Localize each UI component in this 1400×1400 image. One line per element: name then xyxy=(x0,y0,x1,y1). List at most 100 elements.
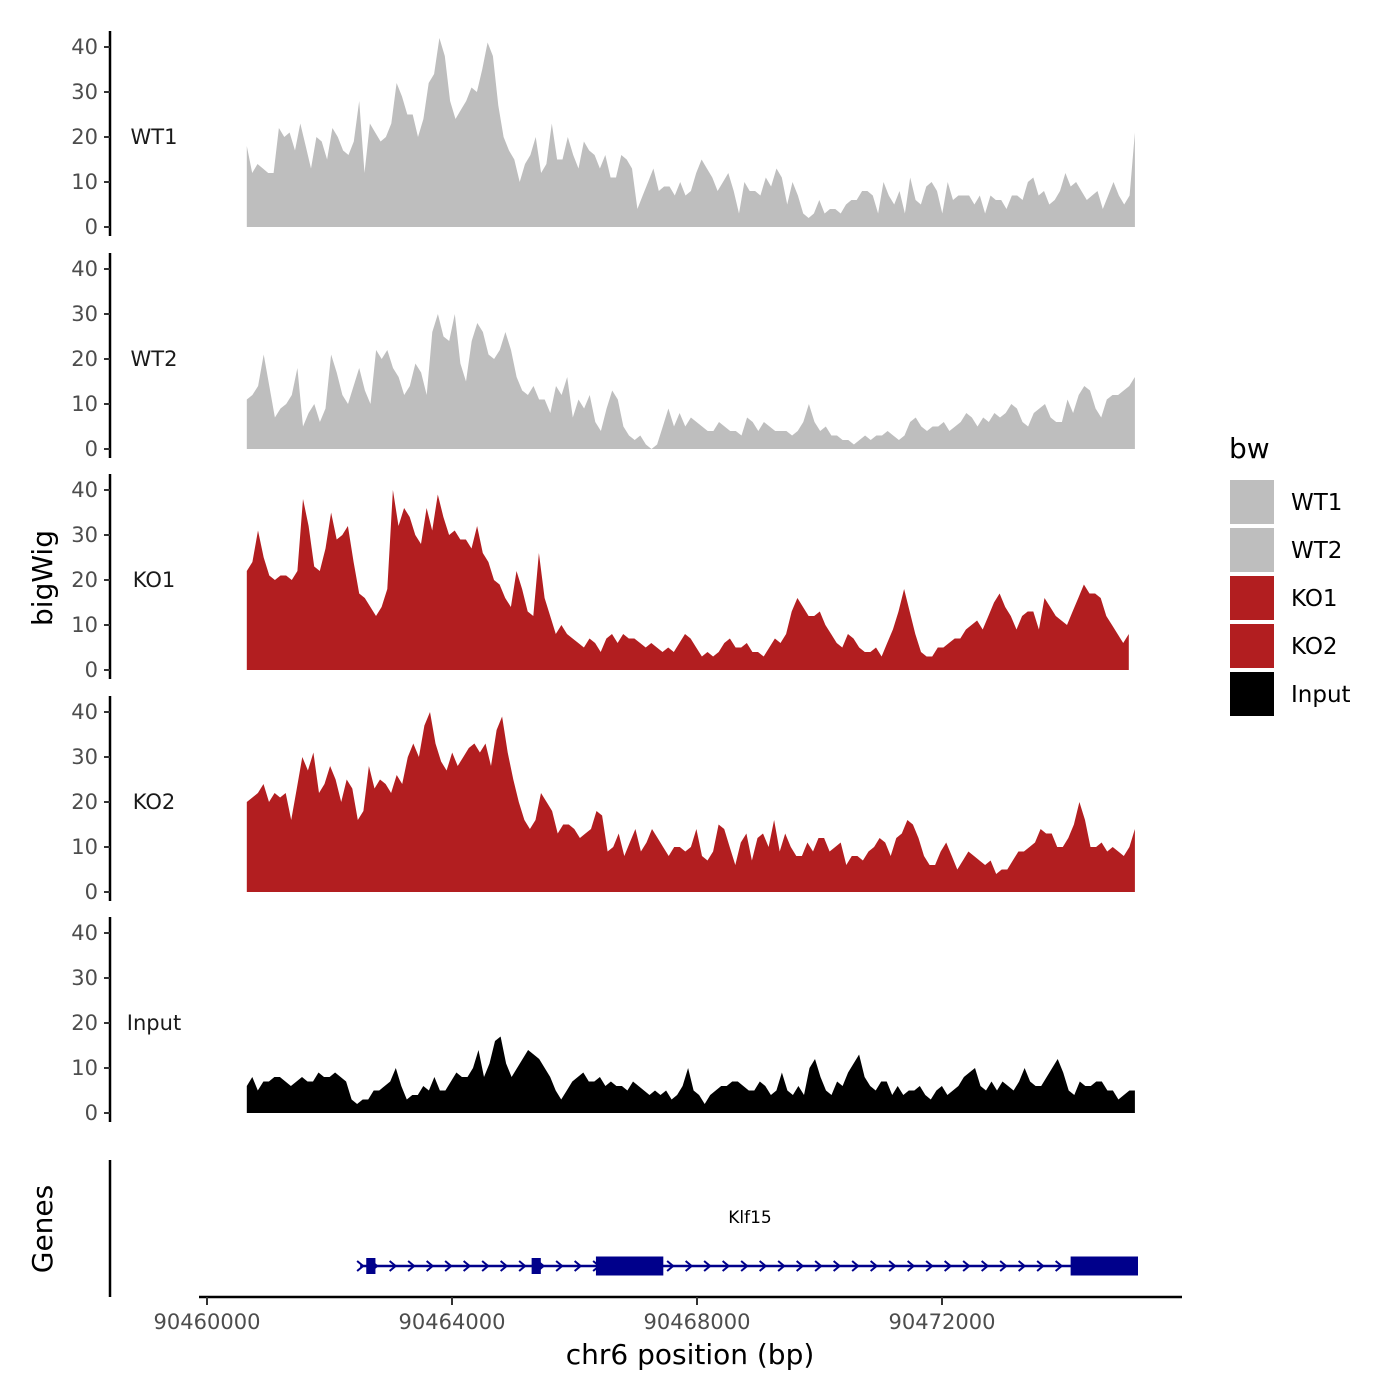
strand-arrow xyxy=(795,1260,805,1272)
legend-item-wt1: WT1 xyxy=(1230,480,1342,524)
strand-arrow xyxy=(721,1260,731,1272)
panel-label-wt2: WT2 xyxy=(131,347,178,371)
panel-label-input: Input xyxy=(127,1011,181,1035)
legend: bw WT1 WT2 KO1 KO2 Input xyxy=(1229,432,1351,716)
legend-key-swatch xyxy=(1230,528,1274,572)
strand-arrow xyxy=(869,1260,879,1272)
strand-arrow xyxy=(888,1260,897,1272)
panel-input: 0 10 20 30 40 Input xyxy=(71,917,1135,1125)
y-tick-label: 40 xyxy=(71,478,98,502)
gene-exon xyxy=(595,1256,664,1276)
panel-ko1: 0 10 20 30 40 KO1 xyxy=(71,474,1129,682)
panel-wt1: 0 10 20 30 40 WT1 xyxy=(71,31,1135,239)
strand-arrow xyxy=(925,1260,934,1272)
strand-arrow xyxy=(555,1260,564,1272)
strand-arrow xyxy=(1036,1260,1045,1272)
strand-arrow xyxy=(758,1260,768,1272)
strand-arrow xyxy=(962,1260,971,1272)
strand-arrow xyxy=(462,1260,472,1272)
y-tick-label: 10 xyxy=(71,1056,98,1080)
y-tick-label: 20 xyxy=(71,568,98,592)
legend-item-ko2: KO2 xyxy=(1230,624,1338,668)
legend-key-swatch xyxy=(1230,624,1274,668)
strand-arrow xyxy=(356,1260,365,1272)
x-axis-title: chr6 position (bp) xyxy=(566,1338,815,1371)
y-axis-title: bigWig xyxy=(26,530,59,626)
strand-arrow xyxy=(1054,1260,1064,1272)
strand-arrow xyxy=(666,1260,675,1272)
strand-arrow xyxy=(814,1260,823,1272)
strand-arrow xyxy=(573,1260,583,1272)
strand-arrow xyxy=(481,1260,490,1272)
panel-label-ko1: KO1 xyxy=(133,568,176,592)
area-ko2 xyxy=(246,712,1135,892)
legend-item-ko1: KO1 xyxy=(1230,576,1338,620)
x-tick-label: 90464000 xyxy=(399,1310,506,1334)
strand-arrow xyxy=(388,1260,398,1272)
area-ko1 xyxy=(246,490,1129,670)
legend-label: WT2 xyxy=(1291,538,1342,564)
y-tick-label: 0 xyxy=(85,1101,98,1125)
strand-arrow xyxy=(832,1260,842,1272)
strand-arrow xyxy=(444,1260,453,1272)
gene-exon xyxy=(1070,1256,1138,1276)
y-tick-label: 40 xyxy=(71,921,98,945)
y-tick-label: 30 xyxy=(71,966,98,990)
y-tick-label: 0 xyxy=(85,658,98,682)
strand-arrow xyxy=(943,1260,953,1272)
y-tick-label: 30 xyxy=(71,523,98,547)
y-tick-label: 40 xyxy=(71,35,98,59)
genes-track: Genes Klf15 xyxy=(26,1160,1138,1297)
y-tick-label: 20 xyxy=(71,1011,98,1035)
y-tick-label: 30 xyxy=(71,80,98,104)
y-tick-label: 0 xyxy=(85,215,98,239)
strand-arrow xyxy=(740,1260,749,1272)
y-tick-label: 10 xyxy=(71,835,98,859)
y-tick-label: 0 xyxy=(85,437,98,461)
area-input xyxy=(246,1036,1135,1113)
area-wt1 xyxy=(246,38,1135,227)
panel-wt2: 0 10 20 30 40 WT2 xyxy=(71,253,1135,461)
gene-exon xyxy=(531,1258,541,1274)
x-tick-label: 90468000 xyxy=(644,1310,751,1334)
gene-label: Klf15 xyxy=(728,1208,772,1228)
strand-arrow xyxy=(851,1260,860,1272)
y-tick-label: 20 xyxy=(71,790,98,814)
panel-label-ko2: KO2 xyxy=(133,790,176,814)
y-tick-label: 30 xyxy=(71,745,98,769)
x-tick-label: 90460000 xyxy=(154,1310,261,1334)
legend-key-swatch xyxy=(1230,576,1274,620)
y-tick-label: 10 xyxy=(71,392,98,416)
y-tick-label: 40 xyxy=(71,257,98,281)
x-tick-label: 90472000 xyxy=(889,1310,996,1334)
strand-arrow xyxy=(999,1260,1008,1272)
panel-label-wt1: WT1 xyxy=(131,125,178,149)
y-tick-label: 30 xyxy=(71,302,98,326)
legend-item-wt2: WT2 xyxy=(1230,528,1342,572)
y-tick-label: 10 xyxy=(71,170,98,194)
y-tick-label: 40 xyxy=(71,700,98,724)
x-axis: 90460000 90464000 90468000 90472000 chr6 pos… xyxy=(154,1295,1182,1371)
strand-arrow xyxy=(407,1260,416,1272)
legend-key-swatch xyxy=(1230,480,1274,524)
strand-arrow xyxy=(684,1260,694,1272)
y-tick-label: 10 xyxy=(71,613,98,637)
legend-label: WT1 xyxy=(1291,490,1342,516)
strand-arrow xyxy=(518,1260,527,1272)
legend-title: bw xyxy=(1229,432,1270,465)
area-wt2 xyxy=(246,314,1135,449)
legend-label: Input xyxy=(1291,682,1351,708)
y-tick-label: 20 xyxy=(71,125,98,149)
strand-arrow xyxy=(777,1260,786,1272)
panel-ko2: 0 10 20 30 40 KO2 xyxy=(71,696,1135,904)
y-tick-label: 20 xyxy=(71,347,98,371)
legend-label: KO2 xyxy=(1291,634,1338,660)
strand-arrow xyxy=(425,1260,435,1272)
strand-arrow xyxy=(499,1260,509,1272)
legend-label: KO1 xyxy=(1291,586,1338,612)
y-tick-label: 0 xyxy=(85,880,98,904)
gene-exon xyxy=(366,1258,376,1274)
strand-arrow xyxy=(980,1260,990,1272)
legend-item-input: Input xyxy=(1230,672,1351,716)
